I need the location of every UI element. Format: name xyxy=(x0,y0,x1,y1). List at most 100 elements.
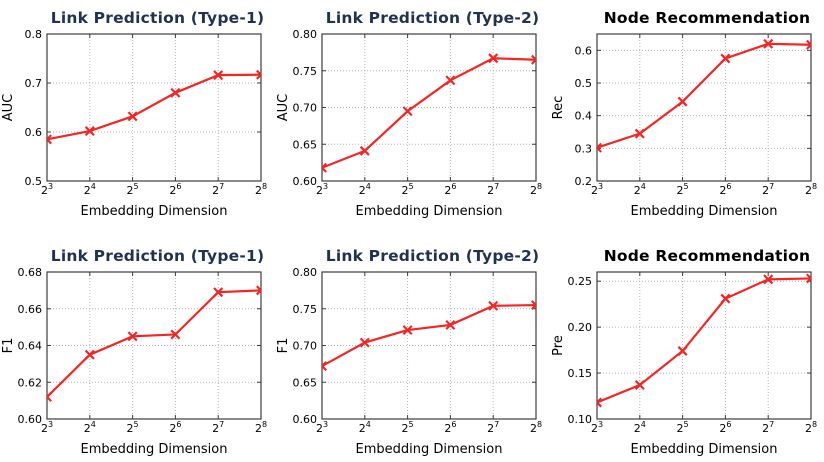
svg-text:28: 28 xyxy=(530,420,542,435)
svg-text:0.3: 0.3 xyxy=(575,142,593,155)
chart-title: Node Recommendation xyxy=(603,247,811,265)
plot-area: 0.60 0.62 0.64 0.66 0.68 23 24 25 26 27 28 F1 Embedd… xyxy=(0,268,268,456)
svg-text:26: 26 xyxy=(719,420,731,435)
svg-text:0.25: 0.25 xyxy=(568,275,593,288)
svg-text:0.2: 0.2 xyxy=(575,175,593,188)
svg-text:25: 25 xyxy=(127,182,139,197)
svg-text:0.60: 0.60 xyxy=(293,413,318,426)
svg-text:0.6: 0.6 xyxy=(25,126,43,139)
chart-svg: 0.5 0.6 0.7 0.8 23 24 25 26 27 28 AUC Embedding Dim… xyxy=(1,30,267,218)
svg-text:28: 28 xyxy=(805,182,817,197)
svg-text:27: 27 xyxy=(212,420,224,435)
svg-text:0.5: 0.5 xyxy=(25,175,43,188)
chart-title: Link Prediction (Type-1) xyxy=(50,9,265,27)
svg-text:0.75: 0.75 xyxy=(293,65,318,78)
svg-text:F1: F1 xyxy=(1,338,16,354)
plot-area: 0.5 0.6 0.7 0.8 23 24 25 26 27 28 AUC Embedding Dim… xyxy=(0,30,268,218)
svg-text:28: 28 xyxy=(530,182,542,197)
svg-text:27: 27 xyxy=(487,182,499,197)
svg-text:0.70: 0.70 xyxy=(293,340,318,353)
svg-text:AUC: AUC xyxy=(1,94,16,122)
svg-text:24: 24 xyxy=(634,420,646,435)
plot-area: 0.2 0.3 0.4 0.5 0.6 23 24 25 26 27 28 Rec Embedding … xyxy=(550,30,818,218)
svg-text:0.64: 0.64 xyxy=(18,340,43,353)
svg-text:28: 28 xyxy=(255,182,267,197)
svg-text:0.68: 0.68 xyxy=(18,268,43,279)
svg-text:0.15: 0.15 xyxy=(568,367,593,380)
svg-text:Rec: Rec xyxy=(551,96,566,120)
svg-text:Embedding Dimension: Embedding Dimension xyxy=(631,442,778,456)
svg-text:0.60: 0.60 xyxy=(293,175,318,188)
svg-text:27: 27 xyxy=(212,182,224,197)
svg-text:25: 25 xyxy=(677,182,689,197)
svg-text:23: 23 xyxy=(41,182,53,197)
svg-text:0.75: 0.75 xyxy=(293,303,318,316)
chart-cell-lp2-f1: Link Prediction (Type-2) 0.60 0.65 0.70 0.7… xyxy=(275,220,550,462)
chart-cell-noderec-pre: Node Recommendation 0.10 0.15 0.20 0.25 23 24… xyxy=(550,220,824,462)
plot-area: 0.10 0.15 0.20 0.25 23 24 25 26 27 28 Pre Embedding… xyxy=(550,268,818,456)
svg-text:26: 26 xyxy=(169,420,181,435)
svg-text:Embedding Dimension: Embedding Dimension xyxy=(356,442,503,456)
chart-svg: 0.2 0.3 0.4 0.5 0.6 23 24 25 26 27 28 Rec Embedding … xyxy=(551,33,817,218)
svg-text:24: 24 xyxy=(84,420,96,435)
chart-cell-lp1-auc: Link Prediction (Type-1) 0.5 0.6 0.7 0.8 23 2… xyxy=(0,0,275,220)
svg-text:26: 26 xyxy=(444,182,456,197)
svg-text:27: 27 xyxy=(762,420,774,435)
svg-text:0.70: 0.70 xyxy=(293,102,318,115)
svg-text:0.5: 0.5 xyxy=(575,77,593,90)
svg-text:25: 25 xyxy=(127,420,139,435)
chart-cell-lp1-f1: Link Prediction (Type-1) 0.60 0.62 0.64 0.6… xyxy=(0,220,275,462)
svg-text:Embedding Dimension: Embedding Dimension xyxy=(81,204,228,218)
svg-text:23: 23 xyxy=(316,420,328,435)
svg-text:0.80: 0.80 xyxy=(293,30,318,41)
chart-svg: 0.60 0.65 0.70 0.75 0.80 23 24 25 26 27 28 F1 Embedd… xyxy=(276,268,542,456)
svg-text:28: 28 xyxy=(255,420,267,435)
chart-title: Link Prediction (Type-2) xyxy=(325,247,540,265)
plot-area: 0.60 0.65 0.70 0.75 0.80 23 24 25 26 27 28 F1 Embedd… xyxy=(275,268,543,456)
chart-svg: 0.10 0.15 0.20 0.25 23 24 25 26 27 28 Pre Embedding… xyxy=(551,271,817,456)
chart-cell-lp2-auc: Link Prediction (Type-2) 0.60 0.65 0.70 0.7… xyxy=(275,0,550,220)
svg-text:AUC: AUC xyxy=(276,94,291,122)
chart-title: Node Recommendation xyxy=(603,9,811,27)
chart-cell-noderec-rec: Node Recommendation 0.2 0.3 0.4 0.5 0.6 23 24 2… xyxy=(550,0,824,220)
svg-text:23: 23 xyxy=(591,182,603,197)
svg-text:0.66: 0.66 xyxy=(18,303,43,316)
svg-text:24: 24 xyxy=(634,182,646,197)
svg-text:25: 25 xyxy=(677,420,689,435)
svg-text:0.60: 0.60 xyxy=(18,413,43,426)
svg-text:27: 27 xyxy=(487,420,499,435)
svg-text:F1: F1 xyxy=(276,338,291,354)
svg-text:Pre: Pre xyxy=(551,335,566,356)
svg-text:23: 23 xyxy=(316,182,328,197)
svg-text:24: 24 xyxy=(84,182,96,197)
svg-text:0.80: 0.80 xyxy=(293,268,318,279)
plot-area: 0.60 0.65 0.70 0.75 0.80 23 24 25 26 27 28 AUC Embed… xyxy=(275,30,543,218)
svg-text:28: 28 xyxy=(805,420,817,435)
svg-text:23: 23 xyxy=(591,420,603,435)
svg-text:0.65: 0.65 xyxy=(293,376,318,389)
chart-svg: 0.60 0.65 0.70 0.75 0.80 23 24 25 26 27 28 AUC Embed… xyxy=(276,30,542,218)
chart-svg: 0.60 0.62 0.64 0.66 0.68 23 24 25 26 27 28 F1 Embedd… xyxy=(1,268,267,456)
svg-text:25: 25 xyxy=(402,182,414,197)
svg-text:26: 26 xyxy=(719,182,731,197)
chart-title: Link Prediction (Type-1) xyxy=(50,247,265,265)
svg-text:0.65: 0.65 xyxy=(293,138,318,151)
svg-text:Embedding Dimension: Embedding Dimension xyxy=(631,204,778,218)
chart-title: Link Prediction (Type-2) xyxy=(325,9,540,27)
svg-text:Embedding Dimension: Embedding Dimension xyxy=(81,442,228,456)
svg-text:0.6: 0.6 xyxy=(575,44,593,57)
svg-text:0.62: 0.62 xyxy=(18,376,43,389)
svg-text:23: 23 xyxy=(41,420,53,435)
svg-text:0.10: 0.10 xyxy=(568,413,593,426)
svg-text:26: 26 xyxy=(169,182,181,197)
svg-text:Embedding Dimension: Embedding Dimension xyxy=(356,204,503,218)
svg-text:0.8: 0.8 xyxy=(25,30,43,41)
svg-text:0.4: 0.4 xyxy=(575,110,593,123)
svg-text:24: 24 xyxy=(359,182,371,197)
svg-text:26: 26 xyxy=(444,420,456,435)
svg-text:0.20: 0.20 xyxy=(568,321,593,334)
svg-text:0.7: 0.7 xyxy=(25,77,43,90)
svg-text:25: 25 xyxy=(402,420,414,435)
svg-text:24: 24 xyxy=(359,420,371,435)
